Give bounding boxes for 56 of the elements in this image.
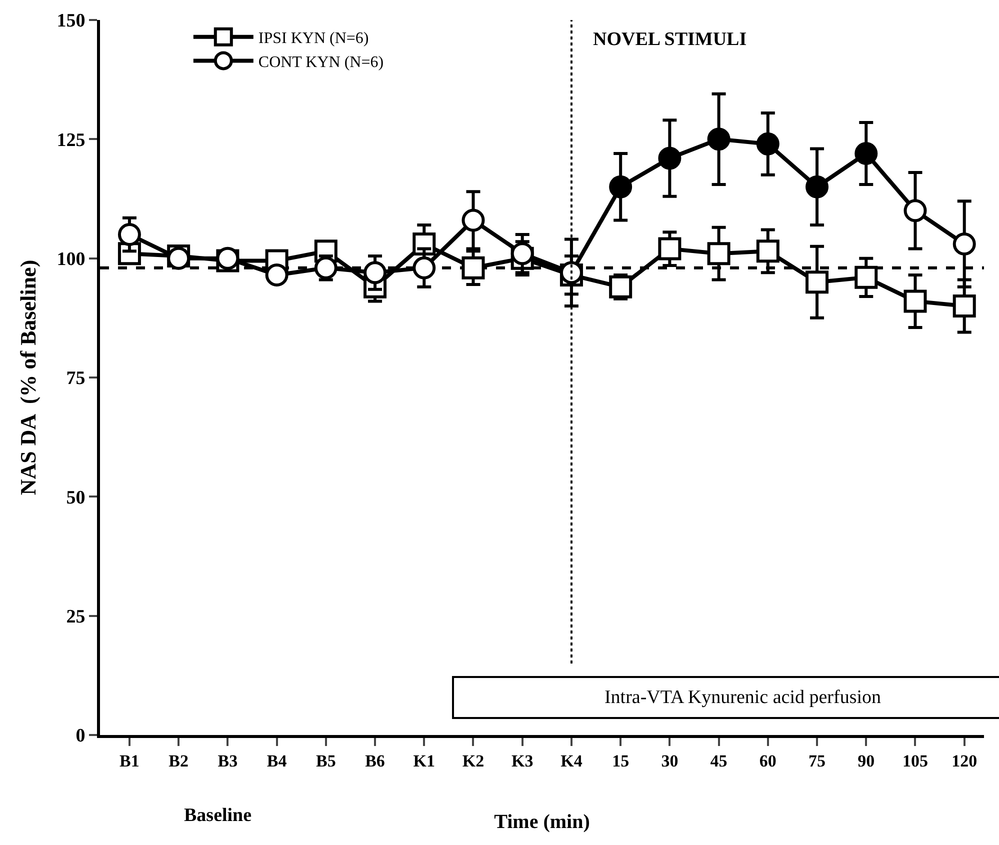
point: [806, 270, 829, 294]
point: [462, 256, 485, 280]
x-tick-label: B2: [168, 751, 188, 770]
y-axis-title: NAS DA (% of Baseline): [16, 260, 40, 496]
x-tick-label: B5: [316, 751, 336, 770]
point: [904, 199, 927, 222]
point: [952, 294, 976, 318]
y-tick-label: 0: [76, 726, 86, 747]
x-axis-title: Time (min): [494, 810, 590, 833]
y-tick-label: 150: [56, 10, 86, 32]
x-tick-label: B6: [365, 751, 385, 770]
point: [707, 128, 730, 151]
point: [462, 208, 485, 232]
ref-line-label: NOVEL STIMULI: [593, 29, 747, 50]
y-tick-label: 50: [66, 487, 86, 508]
point: [314, 256, 338, 280]
x-tick-label: 15: [612, 751, 630, 770]
x-tick-label: 45: [710, 751, 728, 770]
x-tick-label: 120: [952, 751, 978, 770]
y-tick-label: 125: [56, 130, 86, 151]
text: Baseline: [184, 805, 252, 826]
y-tick-label: 25: [66, 606, 86, 628]
x-tick-label: 90: [858, 751, 875, 770]
x-tick-label: K2: [462, 751, 484, 770]
point: [707, 242, 730, 266]
point: [756, 240, 780, 263]
point: [658, 237, 682, 260]
point: [510, 242, 534, 266]
x-tick-label: 30: [661, 751, 678, 770]
x-tick-label: 60: [759, 751, 776, 770]
point: [658, 146, 682, 170]
point: [854, 266, 878, 289]
point: [364, 261, 387, 284]
point: [756, 132, 780, 156]
x-tick-label: B3: [218, 751, 238, 770]
annotation: Intra-VTA Kynurenic acid perfusion: [604, 687, 882, 708]
x-tick-label: K3: [511, 751, 534, 770]
x-tick-label: 75: [808, 751, 826, 770]
point: [609, 275, 632, 298]
point: [412, 256, 436, 280]
point: [952, 232, 976, 256]
point: [609, 175, 632, 198]
legend-label: CONT KYN (N=6): [258, 54, 384, 71]
point: [854, 142, 878, 165]
x-tick-label: B1: [120, 751, 140, 770]
y-tick-label: 100: [56, 248, 86, 270]
point: [806, 175, 829, 198]
y-tick-label: 75: [66, 368, 86, 390]
x-tick-label: 105: [902, 751, 928, 770]
point: [904, 290, 927, 313]
point: [265, 264, 288, 287]
x-tick-label: K4: [560, 751, 583, 770]
x-tick-label: K1: [413, 751, 435, 770]
point: [118, 223, 141, 246]
legend-label: IPSI KYN (N=6): [258, 30, 369, 48]
x-tick-label: B4: [266, 751, 288, 770]
